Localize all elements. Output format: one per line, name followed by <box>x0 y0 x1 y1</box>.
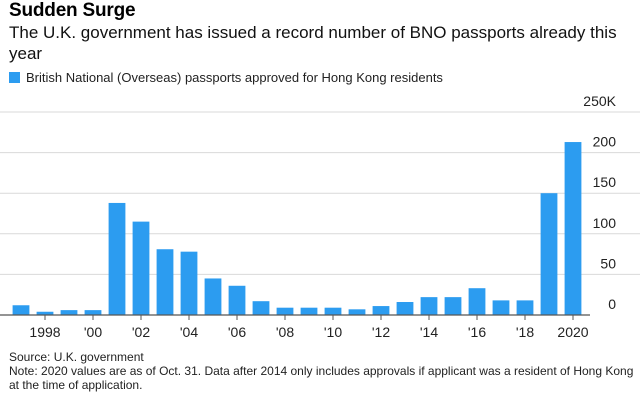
bar-2003 <box>156 249 174 315</box>
x-tick-label: 1998 <box>29 324 60 340</box>
note-text: Note: 2020 values are as of Oct. 31. Dat… <box>9 364 634 392</box>
x-tick-label: '12 <box>372 324 390 340</box>
bar-2016 <box>468 288 486 315</box>
bar-2015 <box>444 297 462 315</box>
y-tick-label: 0 <box>608 296 616 312</box>
x-tick-label: 2020 <box>557 324 588 340</box>
x-tick-label: '18 <box>516 324 534 340</box>
bar-2000 <box>84 310 102 315</box>
bar-2007 <box>252 301 270 315</box>
bar-2005 <box>204 278 222 315</box>
bar-2010 <box>324 307 342 315</box>
y-tick-label: 200 <box>593 134 617 150</box>
bar-2009 <box>300 307 318 315</box>
bar-1999 <box>60 310 78 315</box>
bar-2017 <box>492 300 510 315</box>
bar-2012 <box>372 306 390 315</box>
bar-2014 <box>420 297 438 315</box>
source-text: Source: U.K. government <box>9 350 144 364</box>
legend-label: British National (Overseas) passports ap… <box>26 70 443 85</box>
bar-2001 <box>108 202 126 315</box>
y-tick-label: 150 <box>593 174 617 190</box>
x-tick-label: '10 <box>324 324 342 340</box>
x-tick-label: '08 <box>276 324 294 340</box>
x-tick-label: '14 <box>420 324 438 340</box>
bar-2013 <box>396 302 414 315</box>
bar-2006 <box>228 285 246 315</box>
bar-2011 <box>348 309 366 315</box>
x-tick-label: '04 <box>180 324 198 340</box>
bar-2018 <box>516 300 534 315</box>
legend-swatch <box>9 72 20 83</box>
bar-2004 <box>180 251 198 315</box>
y-tick-label: 100 <box>593 215 617 231</box>
bar-2020 <box>564 142 582 315</box>
legend: British National (Overseas) passports ap… <box>9 70 443 85</box>
chart-title: Sudden Surge <box>9 0 136 21</box>
bar-1997 <box>12 305 30 315</box>
x-tick-label: '00 <box>84 324 102 340</box>
bar-2019 <box>540 193 558 315</box>
bar-2008 <box>276 307 294 315</box>
chart-subtitle: The U.K. government has issued a record … <box>9 23 617 63</box>
bar-2002 <box>132 221 150 315</box>
y-tick-label: 50 <box>600 255 616 271</box>
bar-1998 <box>36 311 54 315</box>
x-tick-label: '02 <box>132 324 150 340</box>
y-tick-label: 250K <box>583 93 616 109</box>
x-tick-label: '16 <box>468 324 486 340</box>
x-tick-label: '06 <box>228 324 246 340</box>
